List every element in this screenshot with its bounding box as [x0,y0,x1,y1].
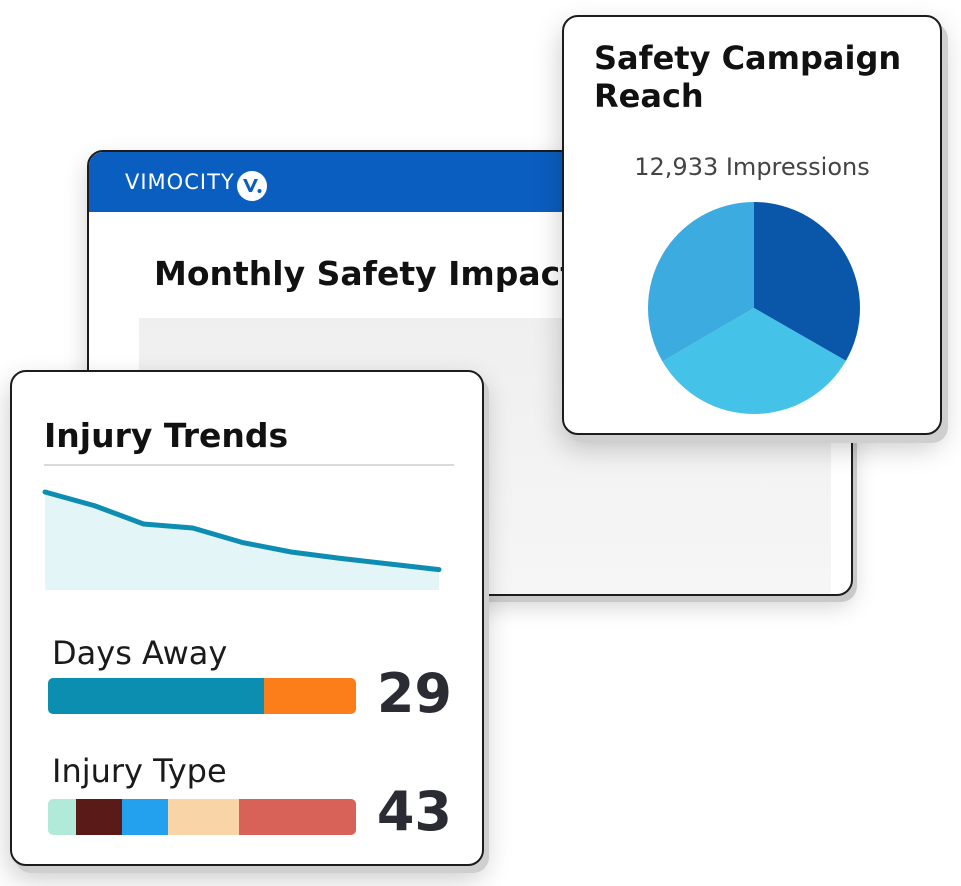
monthly-safety-impact-title: Monthly Safety Impact [154,254,577,293]
brand-name: VIMOCITY [125,170,235,194]
trend-area-fill [45,492,439,590]
bar-segment-1 [75,799,122,835]
pie-slice-1 [662,308,846,414]
bar-segment-2 [121,799,169,835]
pie-slice-2 [648,202,754,362]
days-away-label: Days Away [52,634,228,672]
safety-campaign-reach-card[interactable]: Safety Campaign Reach 12,933 Impressions [562,15,942,435]
bar-segment-4 [238,799,356,835]
vimocity-logo-icon [236,171,267,201]
impressions-count: 12,933 Impressions [634,153,870,181]
trend-line [42,489,442,573]
bar-segment-0 [48,678,264,714]
injury-type-value: 43 [376,780,452,843]
bar-segment-3 [168,799,239,835]
injury-type-label: Injury Type [52,752,227,790]
pie-slice-0 [754,202,860,361]
campaign-pie-chart [648,202,860,414]
injury-trends-card[interactable]: Injury Trends Days Away 29 Injury Type 4… [10,370,484,866]
injury-type-bar [48,799,356,835]
bar-segment-1 [263,678,356,714]
bar-segment-0 [48,799,76,835]
injury-trend-chart [42,489,442,590]
days-away-bar [48,678,356,714]
days-away-value: 29 [376,662,452,725]
injury-trends-title: Injury Trends [44,416,289,455]
title-divider [44,464,454,466]
campaign-card-title: Safety Campaign Reach [594,39,902,115]
